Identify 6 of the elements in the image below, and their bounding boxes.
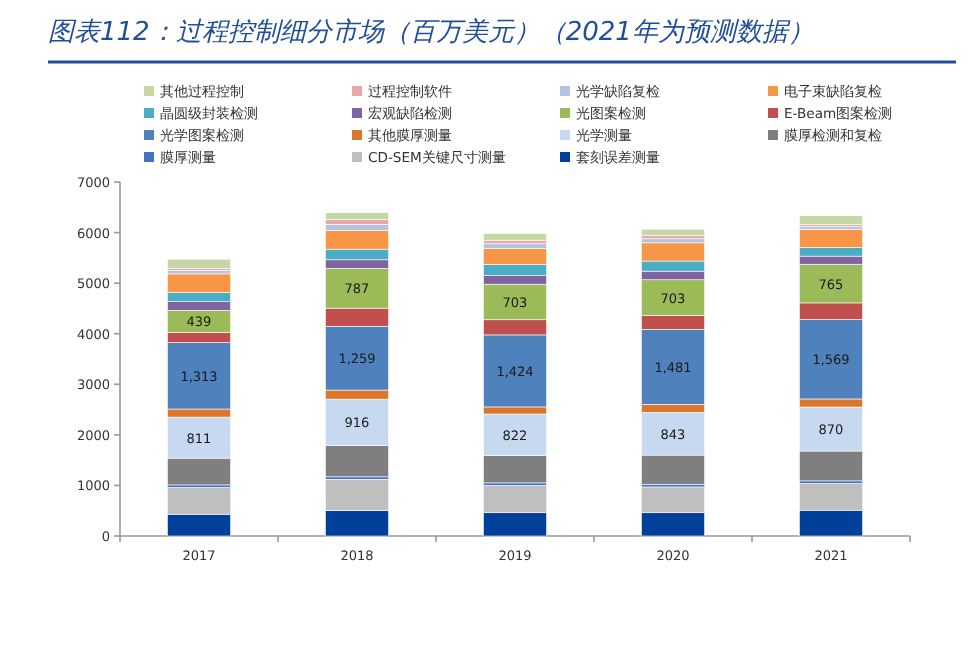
- bar: [483, 233, 547, 241]
- bar: [325, 212, 389, 220]
- bar: [799, 215, 863, 226]
- chart-title: 图表112：过程控制细分市场（百万美元）（2021年为预测数据）: [48, 16, 814, 48]
- bar: [167, 258, 231, 269]
- bar: [641, 228, 705, 236]
